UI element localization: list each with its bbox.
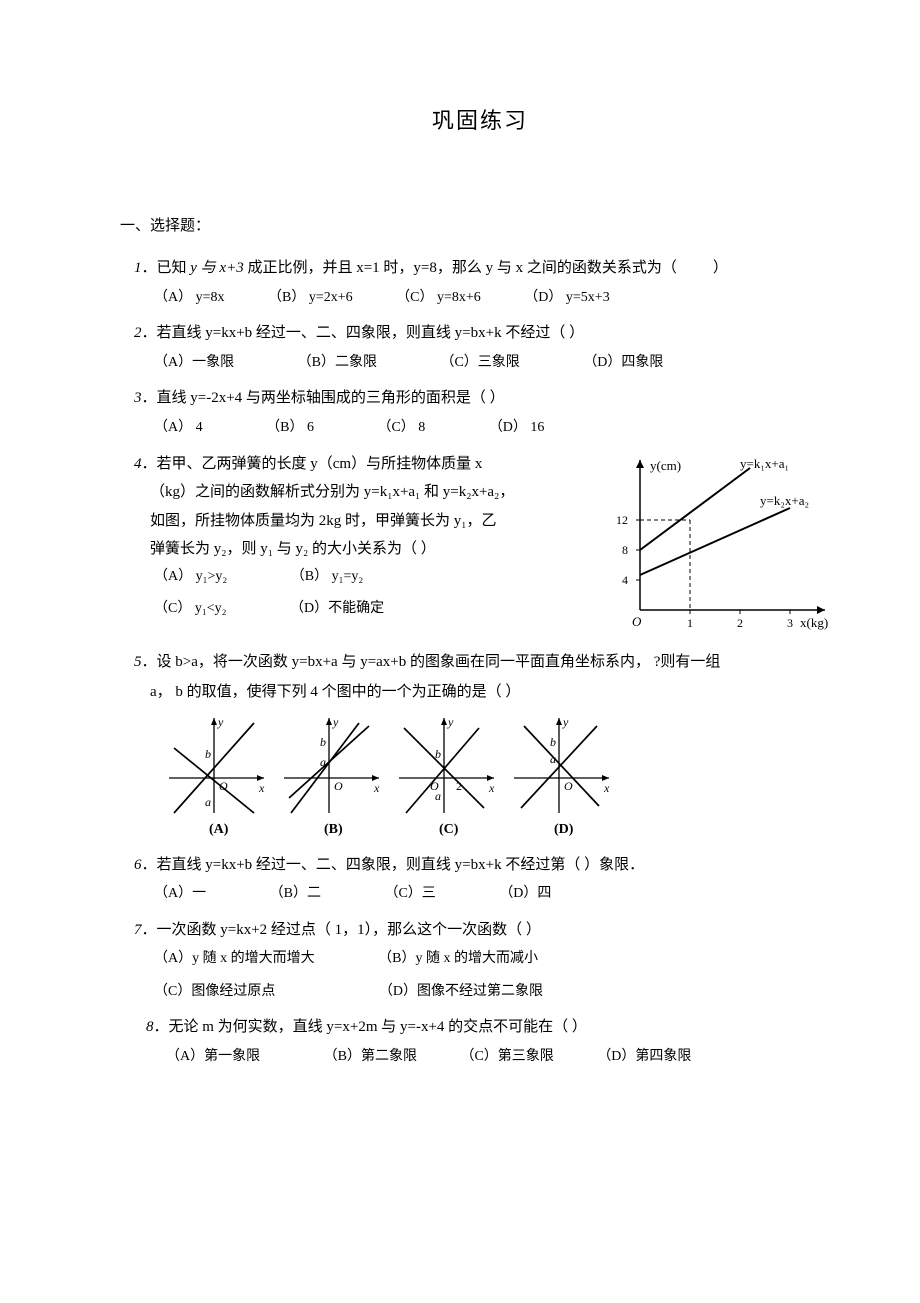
svg-text:(C): (C) xyxy=(439,822,459,837)
q8-choice-a: （A）第一象限 xyxy=(166,1049,260,1064)
q4-ytick-8: 8 xyxy=(622,543,628,557)
question-8: 8．无论 m 为何实数，直线 y=x+2m 与 y=-x+4 的交点不可能在（ … xyxy=(146,1013,840,1070)
svg-text:O: O xyxy=(334,779,343,793)
svg-text:b: b xyxy=(205,747,211,761)
section-1-label: 一、选择题： xyxy=(120,212,840,241)
svg-text:x: x xyxy=(373,781,380,795)
svg-text:y: y xyxy=(332,715,339,729)
q4-num: 4 xyxy=(134,456,142,472)
svg-text:O: O xyxy=(564,779,573,793)
q6-choice-d: （D）四 xyxy=(499,886,551,901)
q4-graph: 4 8 12 1 2 3 O y(cm) x(kg) xyxy=(610,450,840,640)
q2-choice-b: （B）二象限 xyxy=(298,355,377,370)
q1-choice-c: （C） y=8x+6 xyxy=(396,290,481,305)
q6-choice-c: （C）三 xyxy=(384,886,435,901)
q4-ytick-4: 4 xyxy=(622,573,628,587)
question-1: 1．已知 y 与 x+3 成正比例，并且 x=1 时，y=8，那么 y 与 x … xyxy=(134,254,840,311)
q4-line4: 弹簧长为 y₂，则 y₁ 与 y₂ 的大小关系为（ ） xyxy=(150,535,600,564)
svg-text:(A): (A) xyxy=(209,822,229,837)
svg-text:(B): (B) xyxy=(324,822,343,837)
q4-choice-b: （B） y₁=y₂ xyxy=(291,569,364,584)
question-7: 7．一次函数 y=kx+2 经过点（ 1，1），那么这个一次函数（ ） （A）y… xyxy=(134,916,840,1006)
q1-text-d: ） xyxy=(713,260,728,276)
q3-choice-a: （A） 4 xyxy=(154,420,203,435)
q6-text-a: ．若直线 y=kx+b 经过一、二、四象限，则直线 y=bx+k 不经过第（ ）… xyxy=(142,857,645,873)
question-4: 4．若甲、乙两弹簧的长度 y（cm）与所挂物体质量 x （kg）之间的函数解析式… xyxy=(134,450,840,640)
question-2: 2．若直线 y=kx+b 经过一、二、四象限，则直线 y=bx+k 不经过（ ）… xyxy=(134,319,840,376)
q3-choice-b: （B） 6 xyxy=(266,420,314,435)
q7-num: 7 xyxy=(134,922,142,938)
q5-graphs: y x O b a (A) y x O xyxy=(154,713,840,843)
q6-choice-a: （A）一 xyxy=(154,886,206,901)
q3-text: 3．直线 y=-2x+4 与两坐标轴围成的三角形的面积是（ ） xyxy=(134,384,840,413)
q1-choice-d: （D） y=5x+3 xyxy=(524,290,609,305)
q5-num: 5 xyxy=(134,654,142,670)
q2-choice-c: （C）三象限 xyxy=(440,355,519,370)
q4-line2: （kg）之间的函数解析式分别为 y=k₁x+a₁ 和 y=k₂x+a₂， xyxy=(150,478,600,507)
q1-text-a: ．已知 xyxy=(142,260,191,276)
q4-line1-label: y=k₁x+a₁ xyxy=(740,456,789,471)
q6-choice-b: （B）二 xyxy=(270,886,321,901)
q2-choice-a: （A）一象限 xyxy=(154,355,234,370)
svg-text:a: a xyxy=(435,789,441,803)
q7-choice-c: （C）图像经过原点 xyxy=(154,984,275,999)
q2-text: 2．若直线 y=kx+b 经过一、二、四象限，则直线 y=bx+k 不经过（ ） xyxy=(134,319,840,348)
q8-num: 8 xyxy=(146,1019,154,1035)
q8-choice-d: （D）第四象限 xyxy=(597,1049,691,1064)
q7-choice-b: （B）y 随 x 的增大而减小 xyxy=(378,951,538,966)
q4-choice-a: （A） y₁>y₂ xyxy=(154,569,227,584)
q7-choice-d: （D）图像不经过第二象限 xyxy=(379,984,543,999)
svg-text:(D): (D) xyxy=(554,822,574,837)
q4-line3: 如图，所挂物体质量均为 2kg 时，甲弹簧长为 y₁，乙 xyxy=(150,507,600,536)
q3-choice-d: （D） 16 xyxy=(489,420,545,435)
q1-choice-b: （B） y=2x+6 xyxy=(268,290,353,305)
question-6: 6．若直线 y=kx+b 经过一、二、四象限，则直线 y=bx+k 不经过第（ … xyxy=(134,851,840,908)
q2-choice-d: （D）四象限 xyxy=(583,355,663,370)
q4-xtick-1: 1 xyxy=(687,616,693,630)
svg-text:b: b xyxy=(550,735,556,749)
q6-num: 6 xyxy=(134,857,142,873)
page-title: 巩固练习 xyxy=(120,100,840,142)
q4-ytick-12: 12 xyxy=(616,513,628,527)
q2-num: 2 xyxy=(134,325,142,341)
q4-xtick-2: 2 xyxy=(737,616,743,630)
svg-text:x: x xyxy=(488,781,495,795)
q5-line2: a， b 的取值，使得下列 4 个图中的一个为正确的是（ ） xyxy=(150,678,840,707)
svg-text:x: x xyxy=(258,781,265,795)
q4-xtick-3: 3 xyxy=(787,616,793,630)
q4-text-1: ．若甲、乙两弹簧的长度 y（cm）与所挂物体质量 x xyxy=(142,456,483,472)
question-5: 5．设 b>a，将一次函数 y=bx+a 与 y=ax+b 的图象画在同一平面直… xyxy=(134,648,840,843)
q8-text-a: ．无论 m 为何实数，直线 y=x+2m 与 y=-x+4 的交点不可能在（ ） xyxy=(154,1019,587,1035)
q1-text-c: 成正比例，并且 x=1 时，y=8，那么 y 与 x 之间的函数关系式为（ xyxy=(244,260,677,276)
svg-text:y: y xyxy=(562,715,569,729)
q4-x-axis-label: x(kg) xyxy=(800,615,828,630)
q5-line1: ．设 b>a，将一次函数 y=bx+a 与 y=ax+b 的图象画在同一平面直角… xyxy=(142,654,721,670)
q4-line2-label: y=k₂x+a₂ xyxy=(760,493,809,508)
q3-num: 3 xyxy=(134,390,142,406)
q2-text-a: ．若直线 y=kx+b 经过一、二、四象限，则直线 y=bx+k 不经过（ ） xyxy=(142,325,585,341)
q1-choice-a: （A） y=8x xyxy=(154,290,225,305)
q1-text-b: y 与 x+3 xyxy=(190,260,243,276)
q4-choice-c: （C） y₁<y₂ xyxy=(154,601,227,616)
svg-text:x: x xyxy=(603,781,610,795)
q1-num: 1 xyxy=(134,260,142,276)
q7-text-a: ．一次函数 y=kx+2 经过点（ 1，1），那么这个一次函数（ ） xyxy=(142,922,541,938)
q3-choice-c: （C） 8 xyxy=(377,420,425,435)
q8-choice-c: （C）第三象限 xyxy=(460,1049,553,1064)
q4-y-axis-label: y(cm) xyxy=(650,458,681,473)
q1-text: 1．已知 y 与 x+3 成正比例，并且 x=1 时，y=8，那么 y 与 x … xyxy=(134,254,840,283)
svg-text:b: b xyxy=(320,735,326,749)
q4-origin: O xyxy=(632,614,642,629)
svg-text:a: a xyxy=(205,795,211,809)
q4-line1: 4．若甲、乙两弹簧的长度 y（cm）与所挂物体质量 x xyxy=(134,450,600,479)
q8-choice-b: （B）第二象限 xyxy=(324,1049,417,1064)
svg-text:y: y xyxy=(447,715,454,729)
svg-text:y: y xyxy=(217,715,224,729)
q3-text-a: ．直线 y=-2x+4 与两坐标轴围成的三角形的面积是（ ） xyxy=(142,390,505,406)
q7-choice-a: （A）y 随 x 的增大而增大 xyxy=(154,951,315,966)
q4-choice-d: （D）不能确定 xyxy=(290,601,384,616)
question-3: 3．直线 y=-2x+4 与两坐标轴围成的三角形的面积是（ ） （A） 4 （B… xyxy=(134,384,840,441)
